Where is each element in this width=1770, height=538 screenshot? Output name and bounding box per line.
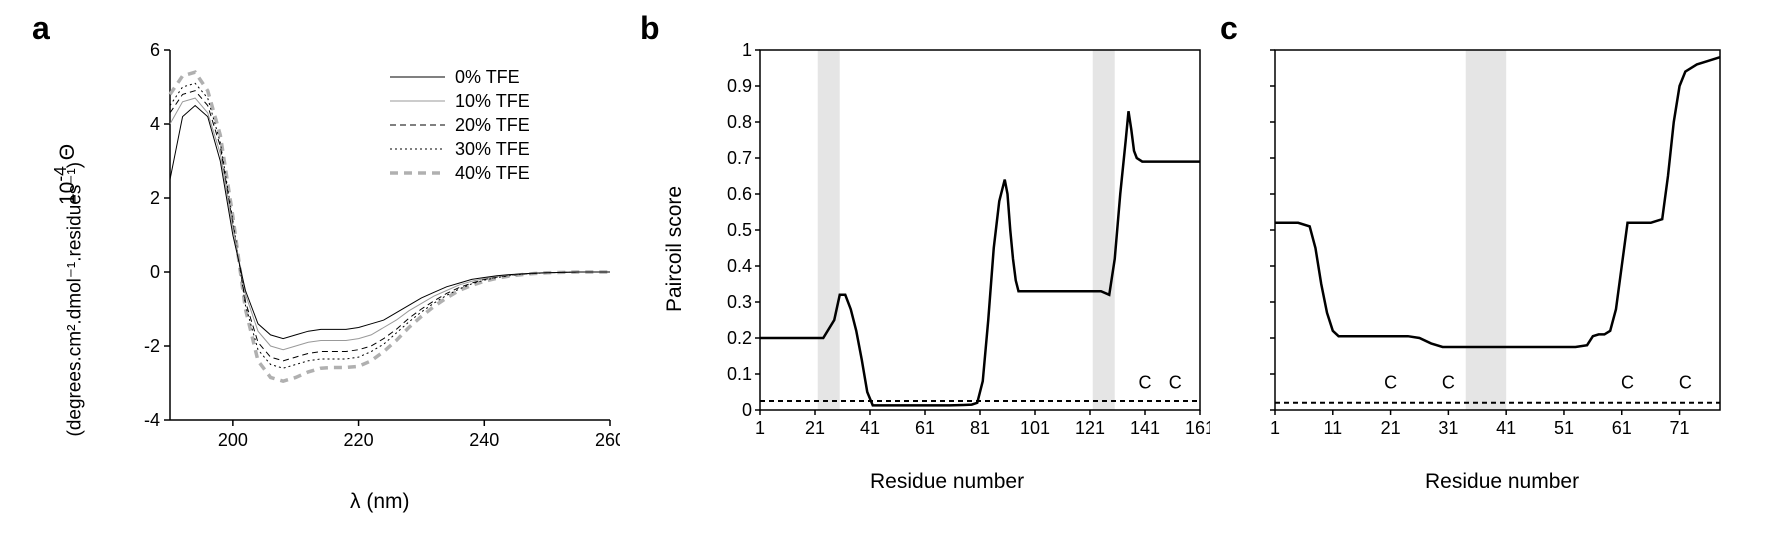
- svg-text:0.1: 0.1: [727, 364, 752, 384]
- svg-text:71: 71: [1670, 418, 1690, 438]
- svg-text:C: C: [1679, 372, 1692, 392]
- svg-text:0.3: 0.3: [727, 292, 752, 312]
- svg-text:6: 6: [150, 40, 160, 60]
- panel-a-xlabel: λ (nm): [350, 490, 410, 514]
- svg-text:61: 61: [915, 418, 935, 438]
- svg-text:81: 81: [970, 418, 990, 438]
- svg-text:61: 61: [1612, 418, 1632, 438]
- legend-label: 30% TFE: [455, 139, 530, 160]
- svg-text:11: 11: [1323, 418, 1342, 438]
- panel-b-xlabel: Residue number: [870, 470, 1024, 494]
- svg-text:2: 2: [150, 188, 160, 208]
- svg-text:51: 51: [1554, 418, 1574, 438]
- svg-text:0.7: 0.7: [727, 148, 752, 168]
- svg-text:1: 1: [1270, 418, 1280, 438]
- svg-text:31: 31: [1438, 418, 1458, 438]
- svg-text:0.8: 0.8: [727, 112, 752, 132]
- svg-text:141: 141: [1130, 418, 1160, 438]
- panel-a: a 10-4 Θ (degrees.cm².dmol⁻¹.residues⁻¹)…: [20, 10, 640, 528]
- svg-text:21: 21: [805, 418, 825, 438]
- svg-text:200: 200: [218, 430, 248, 450]
- svg-text:C: C: [1442, 372, 1455, 392]
- svg-text:C: C: [1169, 372, 1182, 392]
- panel-b: b Paircoil score Residue number 0 0.1 0.2 0…: [640, 10, 1220, 528]
- svg-text:4: 4: [150, 114, 160, 134]
- svg-text:121: 121: [1075, 418, 1105, 438]
- svg-text:0: 0: [150, 262, 160, 282]
- panel-c: c Residue number 111213141516171CCCC: [1220, 10, 1750, 528]
- svg-text:-4: -4: [144, 410, 160, 430]
- svg-text:C: C: [1621, 372, 1634, 392]
- svg-text:1: 1: [742, 40, 752, 60]
- legend-label: 0% TFE: [455, 67, 520, 88]
- legend-item: 30% TFE: [390, 137, 530, 161]
- svg-text:0.6: 0.6: [727, 184, 752, 204]
- panel-a-label: a: [32, 10, 50, 47]
- panel-c-label: c: [1220, 10, 1238, 47]
- svg-text:0.4: 0.4: [727, 256, 752, 276]
- panel-c-xlabel: Residue number: [1425, 470, 1579, 494]
- svg-text:C: C: [1384, 372, 1397, 392]
- svg-text:C: C: [1139, 372, 1152, 392]
- legend-item: 0% TFE: [390, 65, 530, 89]
- svg-text:240: 240: [469, 430, 499, 450]
- legend-item: 10% TFE: [390, 89, 530, 113]
- svg-text:0.5: 0.5: [727, 220, 752, 240]
- legend-swatch: [390, 91, 445, 111]
- panel-a-ylabel-bottom: (degrees.cm².dmol⁻¹.residues⁻¹): [64, 117, 87, 437]
- svg-text:0.2: 0.2: [727, 328, 752, 348]
- legend-item: 20% TFE: [390, 113, 530, 137]
- svg-text:260: 260: [595, 430, 620, 450]
- panel-b-label: b: [640, 10, 660, 47]
- svg-text:21: 21: [1381, 418, 1401, 438]
- svg-text:1: 1: [755, 418, 765, 438]
- panel-a-legend: 0% TFE 10% TFE 20% TFE 30% TFE 40% TFE: [390, 65, 530, 185]
- legend-item: 40% TFE: [390, 161, 530, 185]
- legend-swatch: [390, 139, 445, 159]
- panel-a-chart: -4 -2 0 2 4 6 200 220 240 260: [140, 40, 620, 460]
- panel-c-chart: 111213141516171CCCC: [1260, 40, 1730, 445]
- legend-swatch: [390, 67, 445, 87]
- svg-text:0: 0: [742, 400, 752, 420]
- panel-b-chart: 00.10.20.30.40.50.60.70.80.9112141618110…: [720, 40, 1210, 445]
- svg-text:220: 220: [344, 430, 374, 450]
- svg-text:0.9: 0.9: [727, 76, 752, 96]
- svg-text:-2: -2: [144, 336, 160, 356]
- svg-text:41: 41: [1496, 418, 1516, 438]
- legend-swatch: [390, 163, 445, 183]
- legend-label: 10% TFE: [455, 91, 530, 112]
- legend-label: 20% TFE: [455, 115, 530, 136]
- svg-text:41: 41: [860, 418, 880, 438]
- legend-swatch: [390, 115, 445, 135]
- svg-text:101: 101: [1020, 418, 1050, 438]
- panel-b-ylabel: Paircoil score: [663, 152, 687, 312]
- legend-label: 40% TFE: [455, 163, 530, 184]
- svg-text:161: 161: [1185, 418, 1210, 438]
